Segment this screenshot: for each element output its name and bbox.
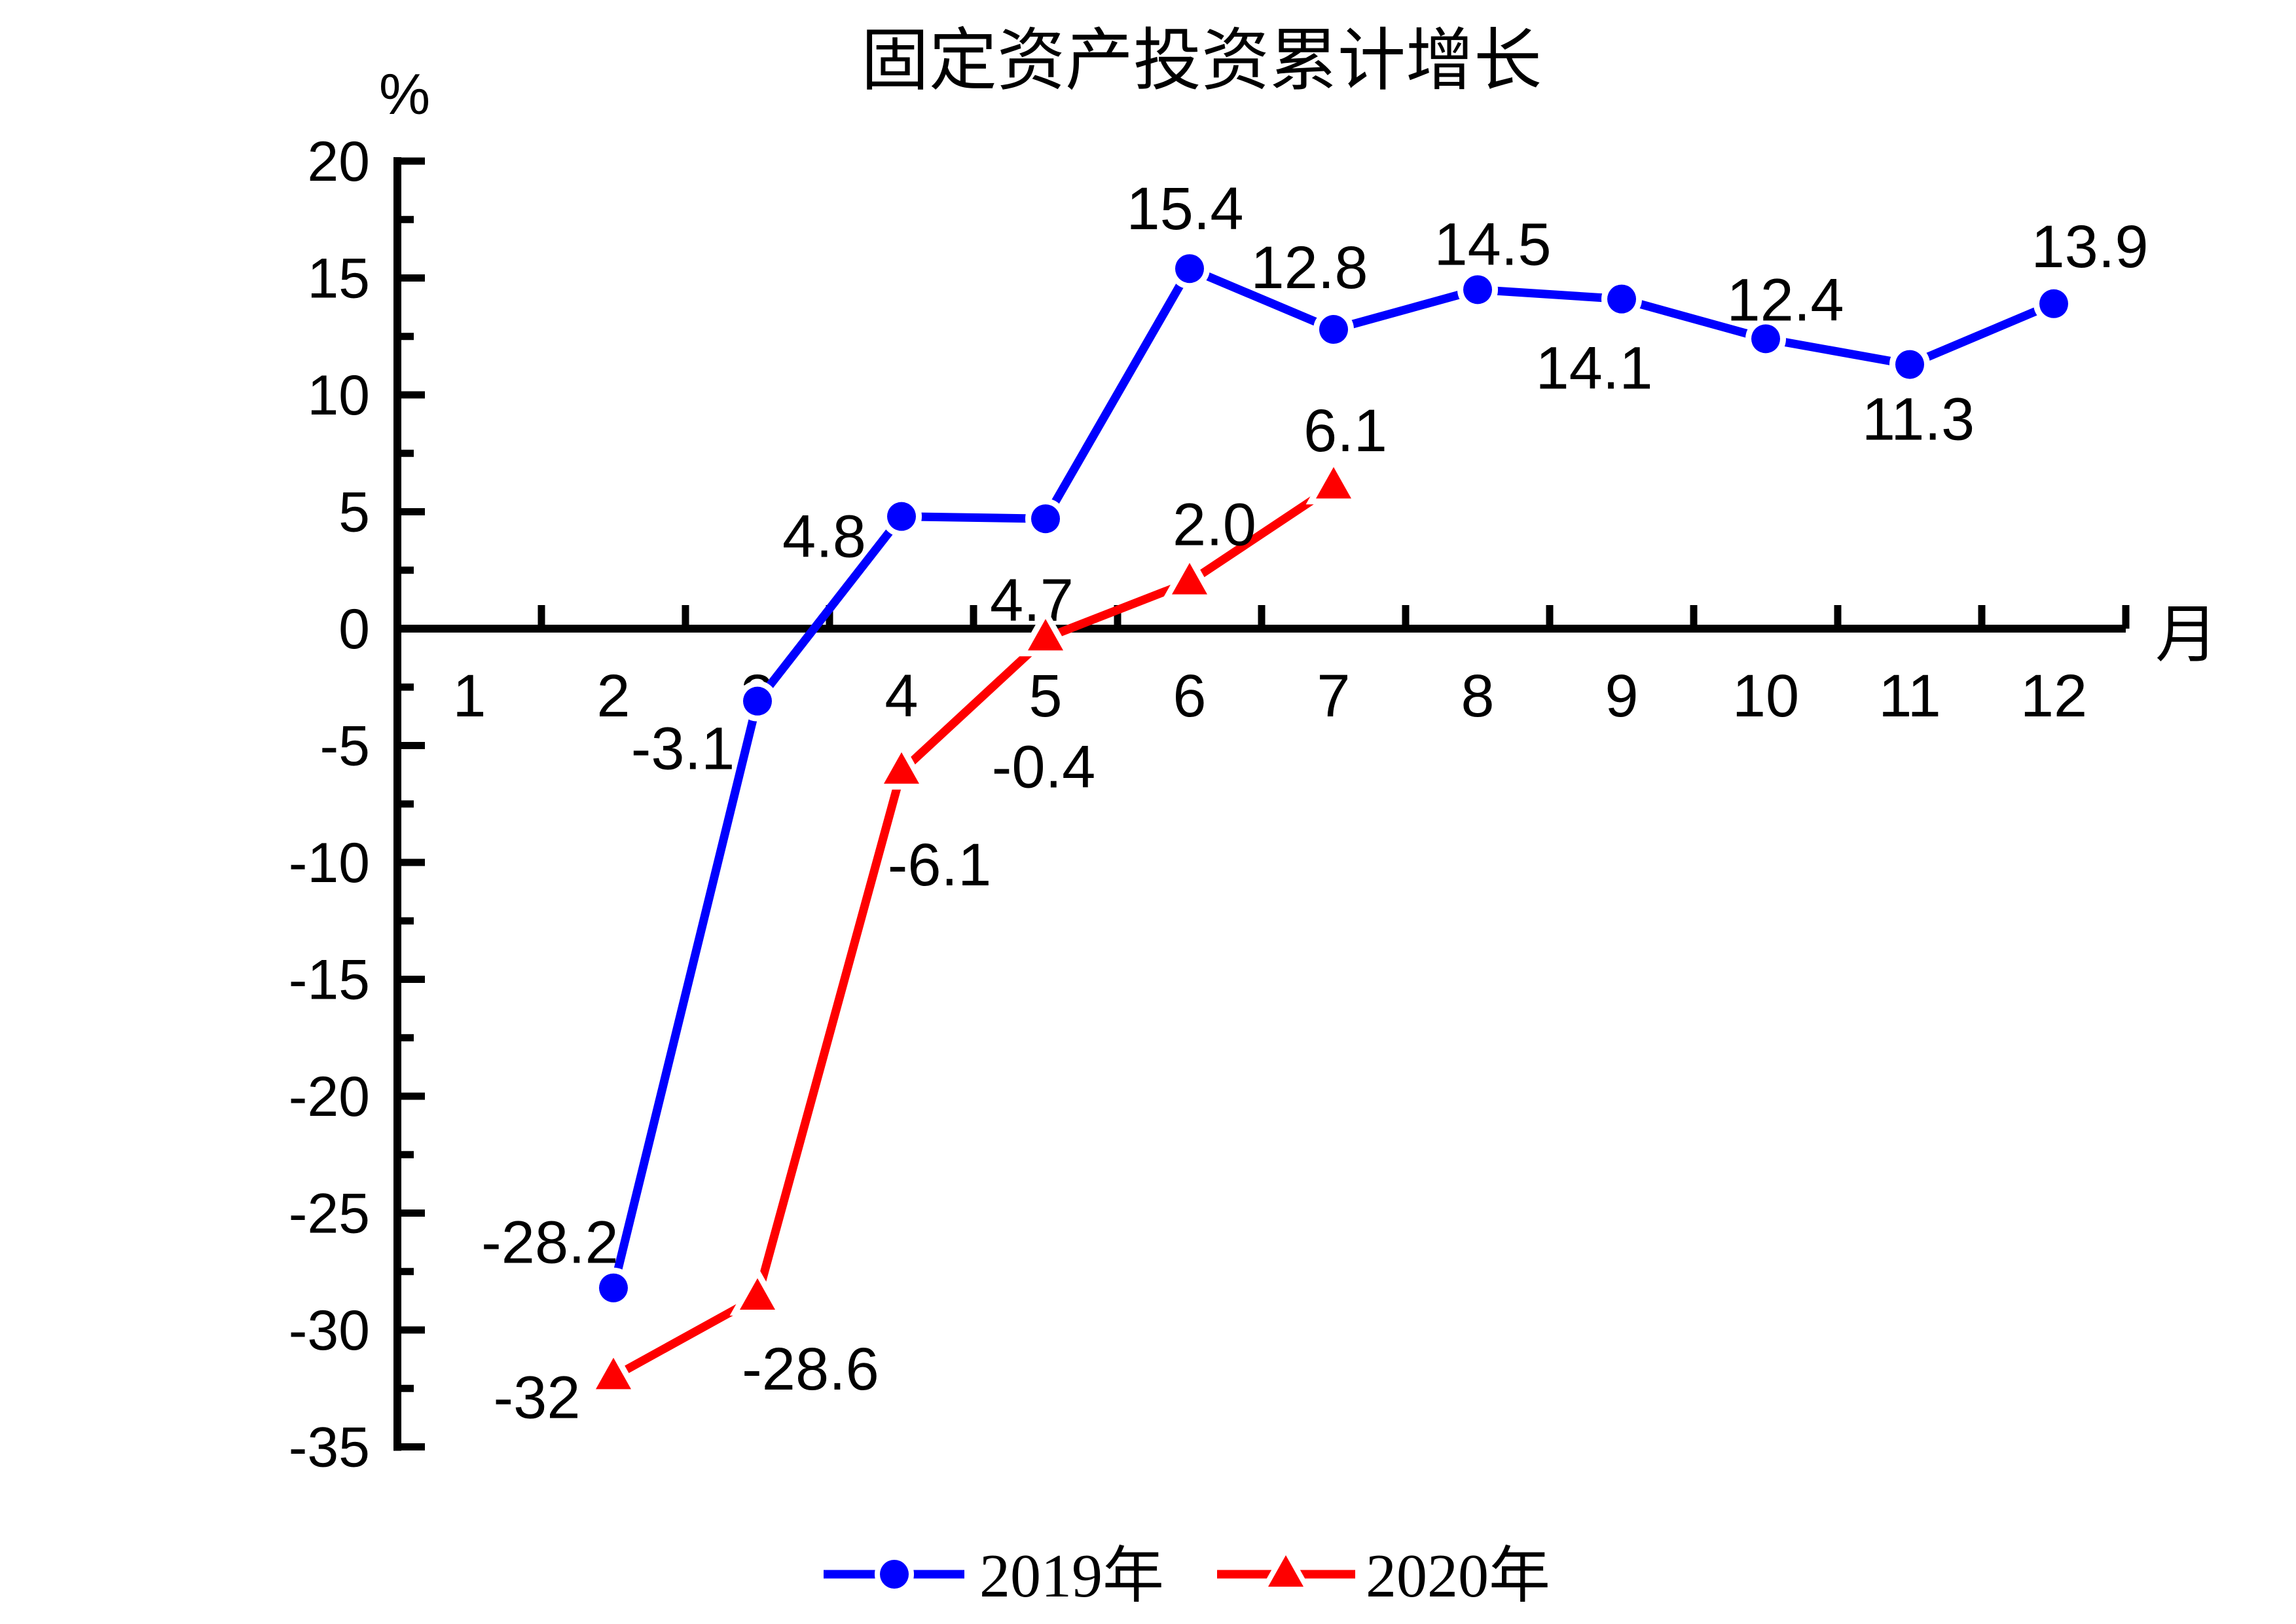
data-point-label: 12.4 <box>1726 267 1844 333</box>
data-point-label: -0.4 <box>992 733 1096 800</box>
series-2019年: -28.2 -3.1 4.8 4.7 15.412.8 14.5 14.1 12.4 11.3 1… <box>481 175 2149 1308</box>
series-2020年: -32 -28.6 -6.1-0.4 2.0 6.1 <box>494 397 1387 1431</box>
data-point-circle <box>737 680 778 722</box>
data-point-label: 4.7 <box>990 567 1074 634</box>
legend-label: 2019年 <box>979 1542 1164 1610</box>
data-point-triangle <box>1305 454 1362 505</box>
data-point-circle <box>1457 269 1498 310</box>
data-point-circle <box>2033 283 2074 324</box>
data-point-label: 12.8 <box>1250 234 1368 301</box>
y-axis-tick-label: 20 <box>307 130 370 193</box>
plot-area: 20151050-5-10-15-20-25-30-35123456789101… <box>289 130 2149 1479</box>
data-point-circle <box>1889 344 1930 385</box>
chart-title: 固定资产投资累计增长 <box>861 24 1542 99</box>
data-point-circle <box>1025 498 1066 540</box>
x-axis-tick-label: 7 <box>1317 663 1350 729</box>
y-axis-tick-label: 0 <box>338 598 370 661</box>
data-point-label: -28.6 <box>742 1336 879 1403</box>
data-point-circle <box>593 1267 634 1308</box>
y-axis-unit-label: % <box>379 62 430 126</box>
data-point-label: 14.5 <box>1434 211 1551 278</box>
x-axis-tick-label: 2 <box>596 663 630 729</box>
legend-triangle-marker <box>1259 1544 1313 1592</box>
data-point-triangle <box>729 1266 786 1316</box>
data-point-label: 4.8 <box>782 504 866 570</box>
legend-circle-marker <box>875 1555 914 1594</box>
x-axis-tick-label: 9 <box>1605 663 1638 729</box>
x-axis-tick-label: 4 <box>884 663 918 729</box>
legend-label: 2020年 <box>1366 1542 1550 1610</box>
y-axis-tick-label: -10 <box>289 832 370 895</box>
data-point-label: 13.9 <box>2031 213 2148 280</box>
y-axis-tick-label: -15 <box>289 949 370 1012</box>
data-point-circle <box>1601 278 1642 320</box>
data-point-label: -3.1 <box>631 716 735 783</box>
x-axis-tick-label: 10 <box>1732 663 1799 729</box>
data-point-triangle <box>1161 551 1218 600</box>
y-axis-tick-label: 5 <box>338 481 370 544</box>
data-point-label: 14.1 <box>1535 335 1652 402</box>
x-axis-tick-label: 1 <box>452 663 486 729</box>
x-axis-tick-label: 11 <box>1878 663 1941 729</box>
x-axis-unit-label: 月 <box>2155 600 2218 670</box>
y-axis-tick-label: 10 <box>307 364 370 427</box>
x-axis-tick-label: 8 <box>1461 663 1494 729</box>
data-point-circle <box>1313 309 1354 350</box>
legend-item-2020年: 2020年 <box>1217 1542 1550 1610</box>
x-axis-tick-label: 5 <box>1029 663 1062 729</box>
legend-item-2019年: 2019年 <box>824 1542 1164 1610</box>
data-point-triangle <box>585 1346 642 1395</box>
data-point-label: -32 <box>494 1364 581 1431</box>
data-point-triangle <box>873 740 930 790</box>
y-axis-tick-label: 15 <box>307 248 370 310</box>
data-point-label: 11.3 <box>1862 386 1975 453</box>
data-point-label: -28.2 <box>481 1209 619 1276</box>
x-axis-tick-label: 6 <box>1173 663 1206 729</box>
data-point-label: 6.1 <box>1303 397 1387 464</box>
data-point-label: 15.4 <box>1126 175 1243 242</box>
y-axis-tick-label: -5 <box>320 715 370 778</box>
data-point-label: -6.1 <box>888 832 992 898</box>
y-axis-tick-label: -30 <box>289 1299 370 1362</box>
data-point-triangle <box>1017 606 1074 657</box>
y-axis-tick-label: -20 <box>289 1065 370 1128</box>
data-point-label: 2.0 <box>1173 492 1256 559</box>
legend: 2019年 2020年 <box>824 1542 1550 1610</box>
x-axis-tick-label: 12 <box>2020 663 2087 729</box>
data-point-circle <box>881 496 922 537</box>
y-axis-tick-label: -25 <box>289 1183 370 1246</box>
data-point-circle <box>1745 318 1786 360</box>
y-axis-tick-label: -35 <box>289 1416 370 1479</box>
data-point-circle <box>1169 248 1210 289</box>
